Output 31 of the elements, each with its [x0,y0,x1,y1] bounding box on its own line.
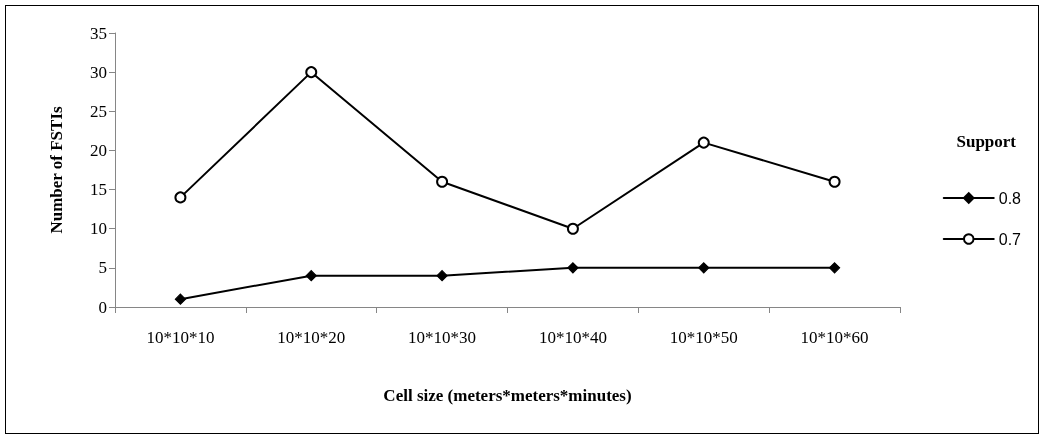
point [828,175,841,188]
point [567,262,579,274]
y-tick-label: 5 [98,258,107,278]
point [174,293,187,305]
point [174,191,187,204]
point [566,222,579,235]
x-tick-label: 10*10*60 [800,328,869,347]
y-tick-label: 0 [98,297,107,317]
y-tick-label: 10 [90,219,107,239]
point [698,262,710,274]
x-tick-label: 10*10*50 [669,328,738,347]
y-tick-label: 20 [90,140,107,160]
y-axis-title: Number of FSTIs [47,106,66,234]
point [697,136,710,149]
y-tick-label: 30 [90,62,107,82]
x-tick-label: 10*10*20 [277,328,346,347]
point [305,270,317,282]
legend-label: 0.7 [998,230,1022,248]
y-tick-label: 15 [90,180,107,200]
point [828,262,841,274]
point [305,66,318,79]
x-tick-label: 10*10*30 [408,328,477,347]
point [436,175,449,188]
legend-title: Support [956,132,1017,151]
y-tick-label: 25 [90,101,107,121]
x-tick-label: 10*10*10 [146,328,215,347]
x-tick-label: 10*10*40 [538,328,607,347]
point [436,270,448,282]
legend-label: 0.8 [998,189,1022,207]
x-axis-title: Cell size (meters*meters*minutes) [383,386,632,405]
y-tick-label: 35 [90,23,107,43]
